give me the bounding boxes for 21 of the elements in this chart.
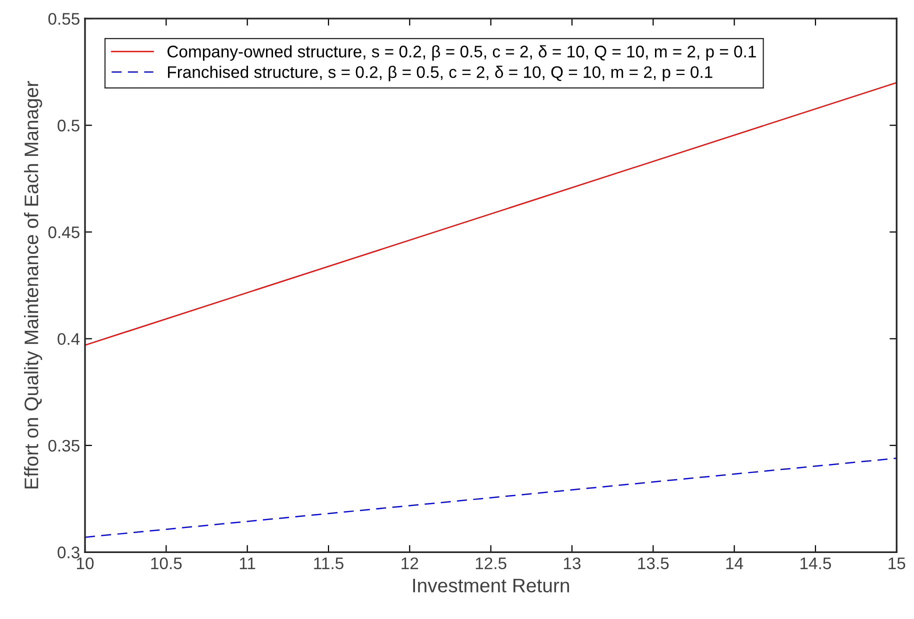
y-tick-label: 0.5 [58,120,80,132]
y-axis-title: Effort on Quality Maintenance of Each Manager [24,81,42,488]
x-tick-label: 14.5 [800,558,831,570]
x-tick-label: 12.5 [476,557,506,570]
x-tick-label: 13.5 [638,557,669,570]
x-tick-label: 10 [77,557,94,570]
legend-label: Franchised structure, s = 0.2, β = 0.5, c = 2, δ = 10, Q = 10, m = 2, p = 0.1 [168,66,712,82]
x-tick-label: 11.5 [314,558,344,570]
y-tick-label: 0.4 [58,333,80,345]
x-tick-label: 12 [402,557,418,570]
y-tick-label: 0.55 [48,12,80,25]
legend-label: Company-owned structure, s = 0.2, β = 0.5, c = 2, δ = 10, Q = 10, m = 2, p = 0.1 [168,45,756,61]
x-tick-label: 10.5 [151,557,182,570]
y-tick-label: 0.3 [58,546,80,558]
x-tick-label: 14 [726,558,744,570]
x-tick-label: 15 [888,558,906,570]
x-axis-title: Investment Return [413,578,569,592]
y-tick-label: 0.45 [48,226,80,238]
x-tick-label: 13 [564,557,581,570]
x-tick-label: 11 [240,558,256,570]
y-tick-label: 0.35 [48,440,80,452]
